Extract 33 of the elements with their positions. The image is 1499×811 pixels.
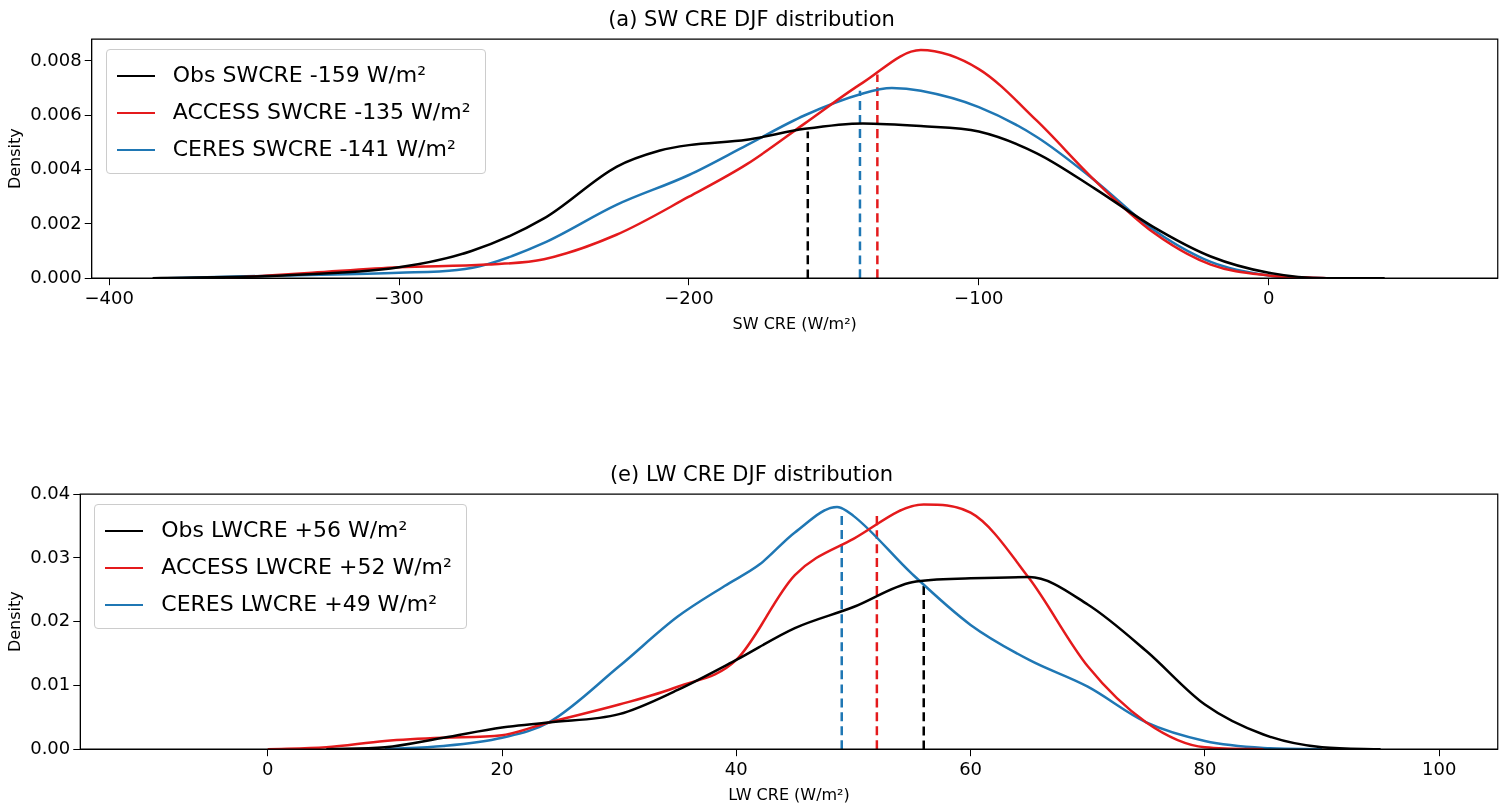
x-tick-label: 0: [1263, 286, 1275, 308]
x-tick-label: 100: [1422, 757, 1457, 779]
y-tick-label: 0.008: [30, 48, 82, 70]
y-tick-label: 0.01: [30, 673, 71, 695]
y-tick-label: 0.03: [30, 545, 71, 567]
x-tick-label: 80: [1193, 757, 1217, 779]
legend-label: Obs LWCRE +56 W/m²: [161, 517, 408, 543]
y-axis-title: Density: [4, 128, 24, 190]
legend-label: ACCESS SWCRE -135 W/m²: [172, 99, 471, 125]
chart-title: (e) LW CRE DJF distribution: [609, 462, 894, 487]
y-tick-label: 0.004: [30, 157, 82, 179]
x-axis-title: LW CRE (W/m²): [728, 784, 850, 804]
chart-title: (a) SW CRE DJF distribution: [608, 7, 895, 32]
y-tick-label: 0.000: [30, 265, 82, 287]
x-tick-label: 20: [490, 757, 514, 779]
y-tick-label: 0.04: [30, 481, 71, 503]
y-tick-label: 0.002: [30, 211, 82, 233]
x-tick-label: −200: [664, 286, 714, 308]
legend-label: ACCESS LWCRE +52 W/m²: [161, 554, 452, 580]
legend-label: Obs SWCRE -159 W/m²: [172, 62, 427, 88]
legend-label: CERES LWCRE +49 W/m²: [161, 591, 438, 617]
x-tick-label: −300: [374, 286, 424, 308]
x-tick-label: 0: [261, 757, 274, 779]
x-tick-label: −100: [954, 286, 1004, 308]
y-tick-label: 0.006: [30, 102, 82, 124]
legend-label: CERES SWCRE -141 W/m²: [172, 136, 456, 162]
y-tick-label: 0.02: [30, 609, 71, 631]
x-tick-label: 60: [959, 757, 983, 779]
y-axis-title: Density: [4, 591, 24, 653]
x-tick-label: −400: [84, 286, 134, 308]
y-tick-label: 0.00: [30, 736, 71, 758]
x-tick-label: 40: [724, 757, 748, 779]
x-axis-title: SW CRE (W/m²): [732, 313, 857, 333]
